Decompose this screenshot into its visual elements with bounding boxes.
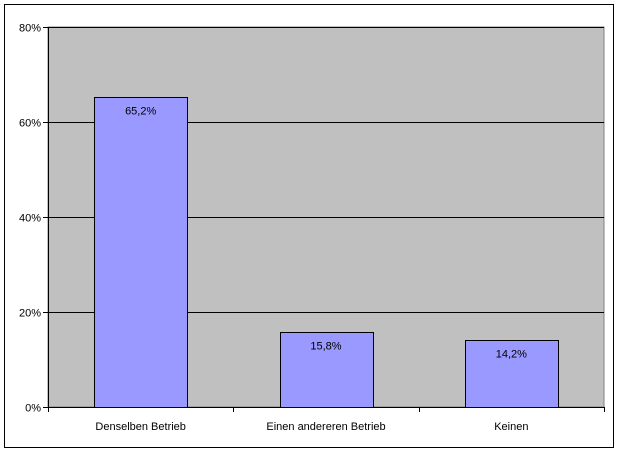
y-tick-label: 40%: [19, 213, 41, 225]
data-label: 15,8%: [310, 341, 341, 353]
y-tick-label: 60%: [19, 118, 41, 130]
data-label: 14,2%: [496, 349, 527, 361]
data-label: 65,2%: [125, 106, 156, 118]
bar: [280, 332, 374, 408]
bar: [465, 340, 559, 408]
x-tick-label: Denselben Betrieb: [95, 421, 186, 433]
x-tick-label: Keinen: [494, 421, 528, 433]
axes: [43, 27, 605, 412]
y-tick-label: 0%: [25, 403, 41, 415]
bar: [94, 97, 188, 408]
x-tick-label: Einen andereren Betrieb: [266, 421, 385, 433]
y-tick-label: 80%: [19, 23, 41, 35]
bars: [94, 97, 559, 408]
labels: 0% 20% 40% 60% 80% 65,2% Denselben Betrieb 15,8…: [19, 23, 528, 434]
y-tick-label: 20%: [19, 308, 41, 320]
